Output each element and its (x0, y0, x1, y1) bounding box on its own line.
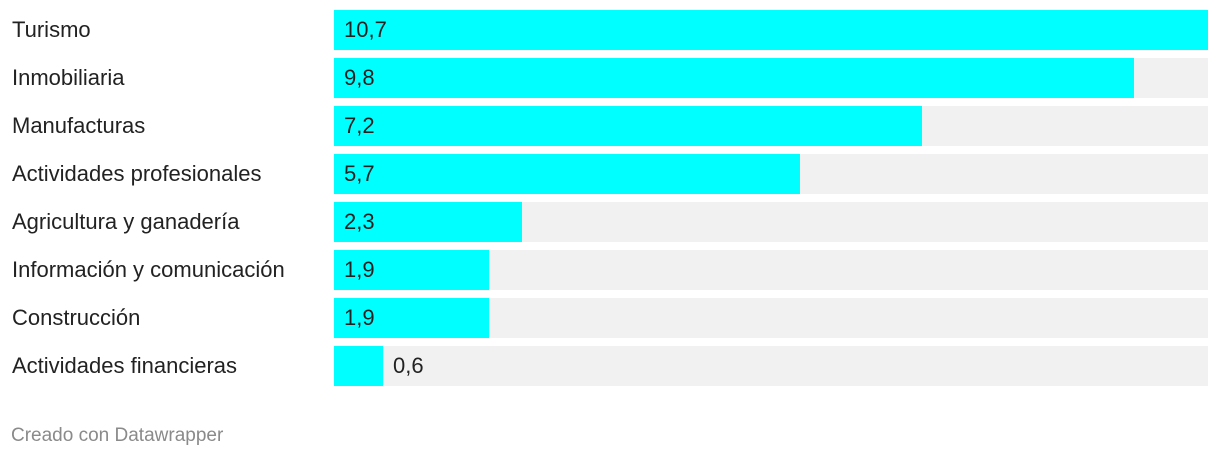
bar-row: Actividades profesionales 5,7 (0, 154, 1220, 194)
value-label: 2,3 (344, 209, 375, 234)
bar-row: Agricultura y ganadería 2,3 (0, 202, 1220, 242)
bar-track: 1,9 (334, 250, 1208, 290)
bar (334, 154, 800, 194)
bar-track: 2,3 (334, 202, 1208, 242)
category-label: Turismo (12, 17, 91, 42)
bar (334, 250, 489, 290)
bar-track: 1,9 (334, 298, 1208, 338)
bar-chart: Turismo 10,7 Inmobiliaria 9,8 Manufacturas 7,… (0, 10, 1220, 386)
value-label: 5,7 (344, 161, 375, 186)
bar-track: 10,7 (334, 10, 1208, 50)
category-label: Actividades financieras (12, 353, 238, 378)
bar-row: Construcción 1,9 (0, 298, 1220, 338)
category-label: Construcción (12, 305, 141, 330)
bar-row: Actividades financieras 0,6 (0, 346, 1220, 386)
bar (334, 10, 1208, 50)
value-label: 0,6 (393, 353, 424, 378)
bar (334, 202, 522, 242)
bar-track: 9,8 (334, 58, 1208, 98)
bar-track: 0,6 (334, 346, 1208, 386)
bar-track: 5,7 (334, 154, 1208, 194)
bar-row: Manufacturas 7,2 (0, 106, 1220, 146)
value-label: 1,9 (344, 305, 375, 330)
category-label: Información y comunicación (12, 257, 285, 282)
value-label: 1,9 (344, 257, 375, 282)
bar (334, 106, 922, 146)
bar-track: 7,2 (334, 106, 1208, 146)
bar-row: Inmobiliaria 9,8 (0, 58, 1220, 98)
category-label: Inmobiliaria (12, 65, 125, 90)
value-label: 7,2 (344, 113, 375, 138)
category-label: Actividades profesionales (12, 161, 262, 186)
category-label: Agricultura y ganadería (12, 209, 240, 234)
datawrapper-credit: Creado con Datawrapper (11, 425, 224, 446)
value-label: 10,7 (344, 17, 387, 42)
bar (334, 298, 489, 338)
category-label: Manufacturas (12, 113, 146, 138)
bar (334, 346, 383, 386)
bar (334, 58, 1134, 98)
value-label: 9,8 (344, 65, 375, 90)
bar-row: Información y comunicación 1,9 (0, 250, 1220, 290)
bar-row: Turismo 10,7 (0, 10, 1220, 50)
